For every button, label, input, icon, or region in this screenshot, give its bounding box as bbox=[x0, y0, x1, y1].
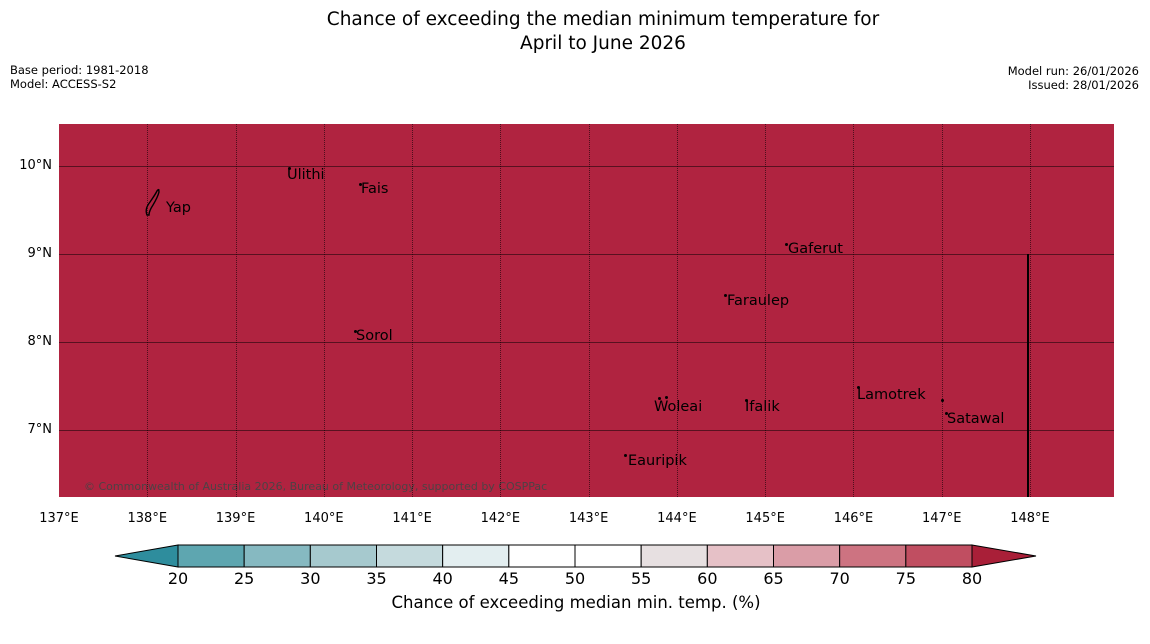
island-marker bbox=[664, 395, 668, 399]
y-tick-label: 7°N bbox=[27, 422, 53, 437]
colorbar-segment bbox=[177, 544, 245, 568]
longitude-gridline bbox=[765, 124, 766, 497]
title-line-2: April to June 2026 bbox=[520, 33, 686, 54]
model-text: Model: ACCESS-S2 bbox=[10, 77, 117, 91]
colorbar-segment bbox=[376, 544, 444, 568]
colorbar-tick-label: 55 bbox=[630, 569, 652, 588]
place-label-eauripik: Eauripik bbox=[628, 453, 687, 470]
colorbar-segment bbox=[574, 544, 642, 568]
map-area: © Commonwealth of Australia 2026, Bureau… bbox=[59, 124, 1114, 497]
page-title: Chance of exceeding the median minimum t… bbox=[327, 8, 879, 56]
base-period-text: Base period: 1981-2018 bbox=[10, 63, 149, 77]
latitude-gridline bbox=[59, 342, 1114, 343]
x-tick-label: 141°E bbox=[392, 511, 432, 526]
colorbar-tick-label: 25 bbox=[233, 569, 255, 588]
colorbar-tick-label: 65 bbox=[763, 569, 784, 588]
state-boundary-line bbox=[1027, 254, 1029, 497]
longitude-gridline bbox=[500, 124, 501, 497]
place-label-sorol: Sorol bbox=[356, 328, 393, 345]
longitude-gridline bbox=[1030, 124, 1031, 497]
place-label-faraulep: Faraulep bbox=[727, 293, 790, 310]
yap-island-outline-icon bbox=[143, 188, 163, 222]
latitude-gridline bbox=[59, 430, 1114, 431]
colorbar-segment bbox=[309, 544, 378, 568]
latitude-gridline bbox=[59, 254, 1114, 255]
copyright-text: © Commonwealth of Australia 2026, Bureau… bbox=[84, 480, 548, 493]
longitude-gridline bbox=[147, 124, 148, 497]
colorbar-tick-label: 60 bbox=[697, 569, 718, 588]
x-tick-label: 138°E bbox=[127, 511, 168, 526]
y-tick-label: 10°N bbox=[19, 158, 52, 173]
colorbar-segment bbox=[243, 544, 311, 568]
place-label-gaferut: Gaferut bbox=[788, 241, 843, 258]
place-label-satawal: Satawal bbox=[947, 411, 1005, 428]
island-marker bbox=[940, 398, 944, 402]
colorbar-label: Chance of exceeding median min. temp. (%… bbox=[391, 593, 761, 612]
latitude-gridline bbox=[59, 166, 1114, 167]
colorbar-tick-label: 30 bbox=[300, 569, 321, 588]
x-tick-label: 137°E bbox=[39, 511, 79, 526]
longitude-gridline bbox=[589, 124, 590, 497]
longitude-gridline bbox=[412, 124, 413, 497]
island-marker bbox=[623, 453, 627, 457]
colorbar-segment bbox=[905, 544, 973, 568]
x-tick-label: 147°E bbox=[921, 511, 962, 526]
island-marker bbox=[856, 385, 860, 389]
x-tick-label: 148°E bbox=[1010, 511, 1050, 526]
longitude-gridline bbox=[236, 124, 237, 497]
island-marker bbox=[353, 329, 357, 333]
colorbar-tick-label: 35 bbox=[366, 569, 387, 588]
island-marker bbox=[358, 182, 362, 186]
colorbar-tick-label: 40 bbox=[432, 569, 453, 588]
issued-text: Issued: 28/01/2026 bbox=[1028, 78, 1139, 92]
x-tick-label: 142°E bbox=[480, 511, 521, 526]
longitude-gridline bbox=[942, 124, 943, 497]
place-label-ulithi: Ulithi bbox=[287, 167, 325, 184]
colorbar-segment bbox=[773, 544, 841, 568]
title-line-1: Chance of exceeding the median minimum t… bbox=[326, 9, 880, 30]
colorbar-tick-label: 50 bbox=[564, 569, 586, 588]
island-marker bbox=[784, 242, 788, 246]
y-tick-label: 9°N bbox=[27, 246, 53, 261]
colorbar-tick-label: 70 bbox=[829, 569, 850, 588]
x-tick-label: 146°E bbox=[833, 511, 874, 526]
place-label-ifalik: Ifalik bbox=[745, 399, 780, 416]
place-label-fais: Fais bbox=[361, 181, 389, 198]
longitude-gridline bbox=[324, 124, 325, 497]
colorbar-tick-label: 20 bbox=[167, 569, 189, 588]
island-marker bbox=[944, 411, 948, 415]
colorbar-arrow bbox=[114, 544, 179, 568]
colorbar bbox=[114, 544, 1037, 568]
colorbar-segment bbox=[706, 544, 775, 568]
colorbar-segment bbox=[508, 544, 576, 568]
run-metadata-right: Model run: 26/01/2026 Issued: 28/01/2026 bbox=[1008, 64, 1139, 92]
run-metadata-left: Base period: 1981-2018 Model: ACCESS-S2 bbox=[10, 63, 149, 91]
x-tick-label: 144°E bbox=[657, 511, 697, 526]
model-run-text: Model run: 26/01/2026 bbox=[1007, 64, 1139, 78]
y-tick-label: 8°N bbox=[27, 334, 53, 349]
colorbar-segment bbox=[839, 544, 907, 568]
place-label-woleai: Woleai bbox=[654, 399, 703, 416]
longitude-gridline bbox=[677, 124, 678, 497]
colorbar-tick-label: 80 bbox=[961, 569, 983, 588]
x-tick-label: 139°E bbox=[215, 511, 256, 526]
colorbar-segment bbox=[640, 544, 708, 568]
island-marker bbox=[287, 166, 291, 170]
x-tick-label: 145°E bbox=[745, 511, 785, 526]
island-marker bbox=[723, 293, 727, 297]
longitude-gridline bbox=[853, 124, 854, 497]
island-marker bbox=[657, 396, 661, 400]
island-marker bbox=[744, 398, 748, 402]
place-label-yap: Yap bbox=[166, 200, 191, 217]
colorbar-arrow bbox=[971, 544, 1037, 568]
colorbar-segment bbox=[442, 544, 510, 568]
x-tick-label: 143°E bbox=[568, 511, 609, 526]
place-label-lamotrek: Lamotrek bbox=[857, 387, 926, 404]
x-tick-label: 140°E bbox=[304, 511, 344, 526]
colorbar-tick-label: 45 bbox=[498, 569, 519, 588]
colorbar-tick-label: 75 bbox=[895, 569, 916, 588]
